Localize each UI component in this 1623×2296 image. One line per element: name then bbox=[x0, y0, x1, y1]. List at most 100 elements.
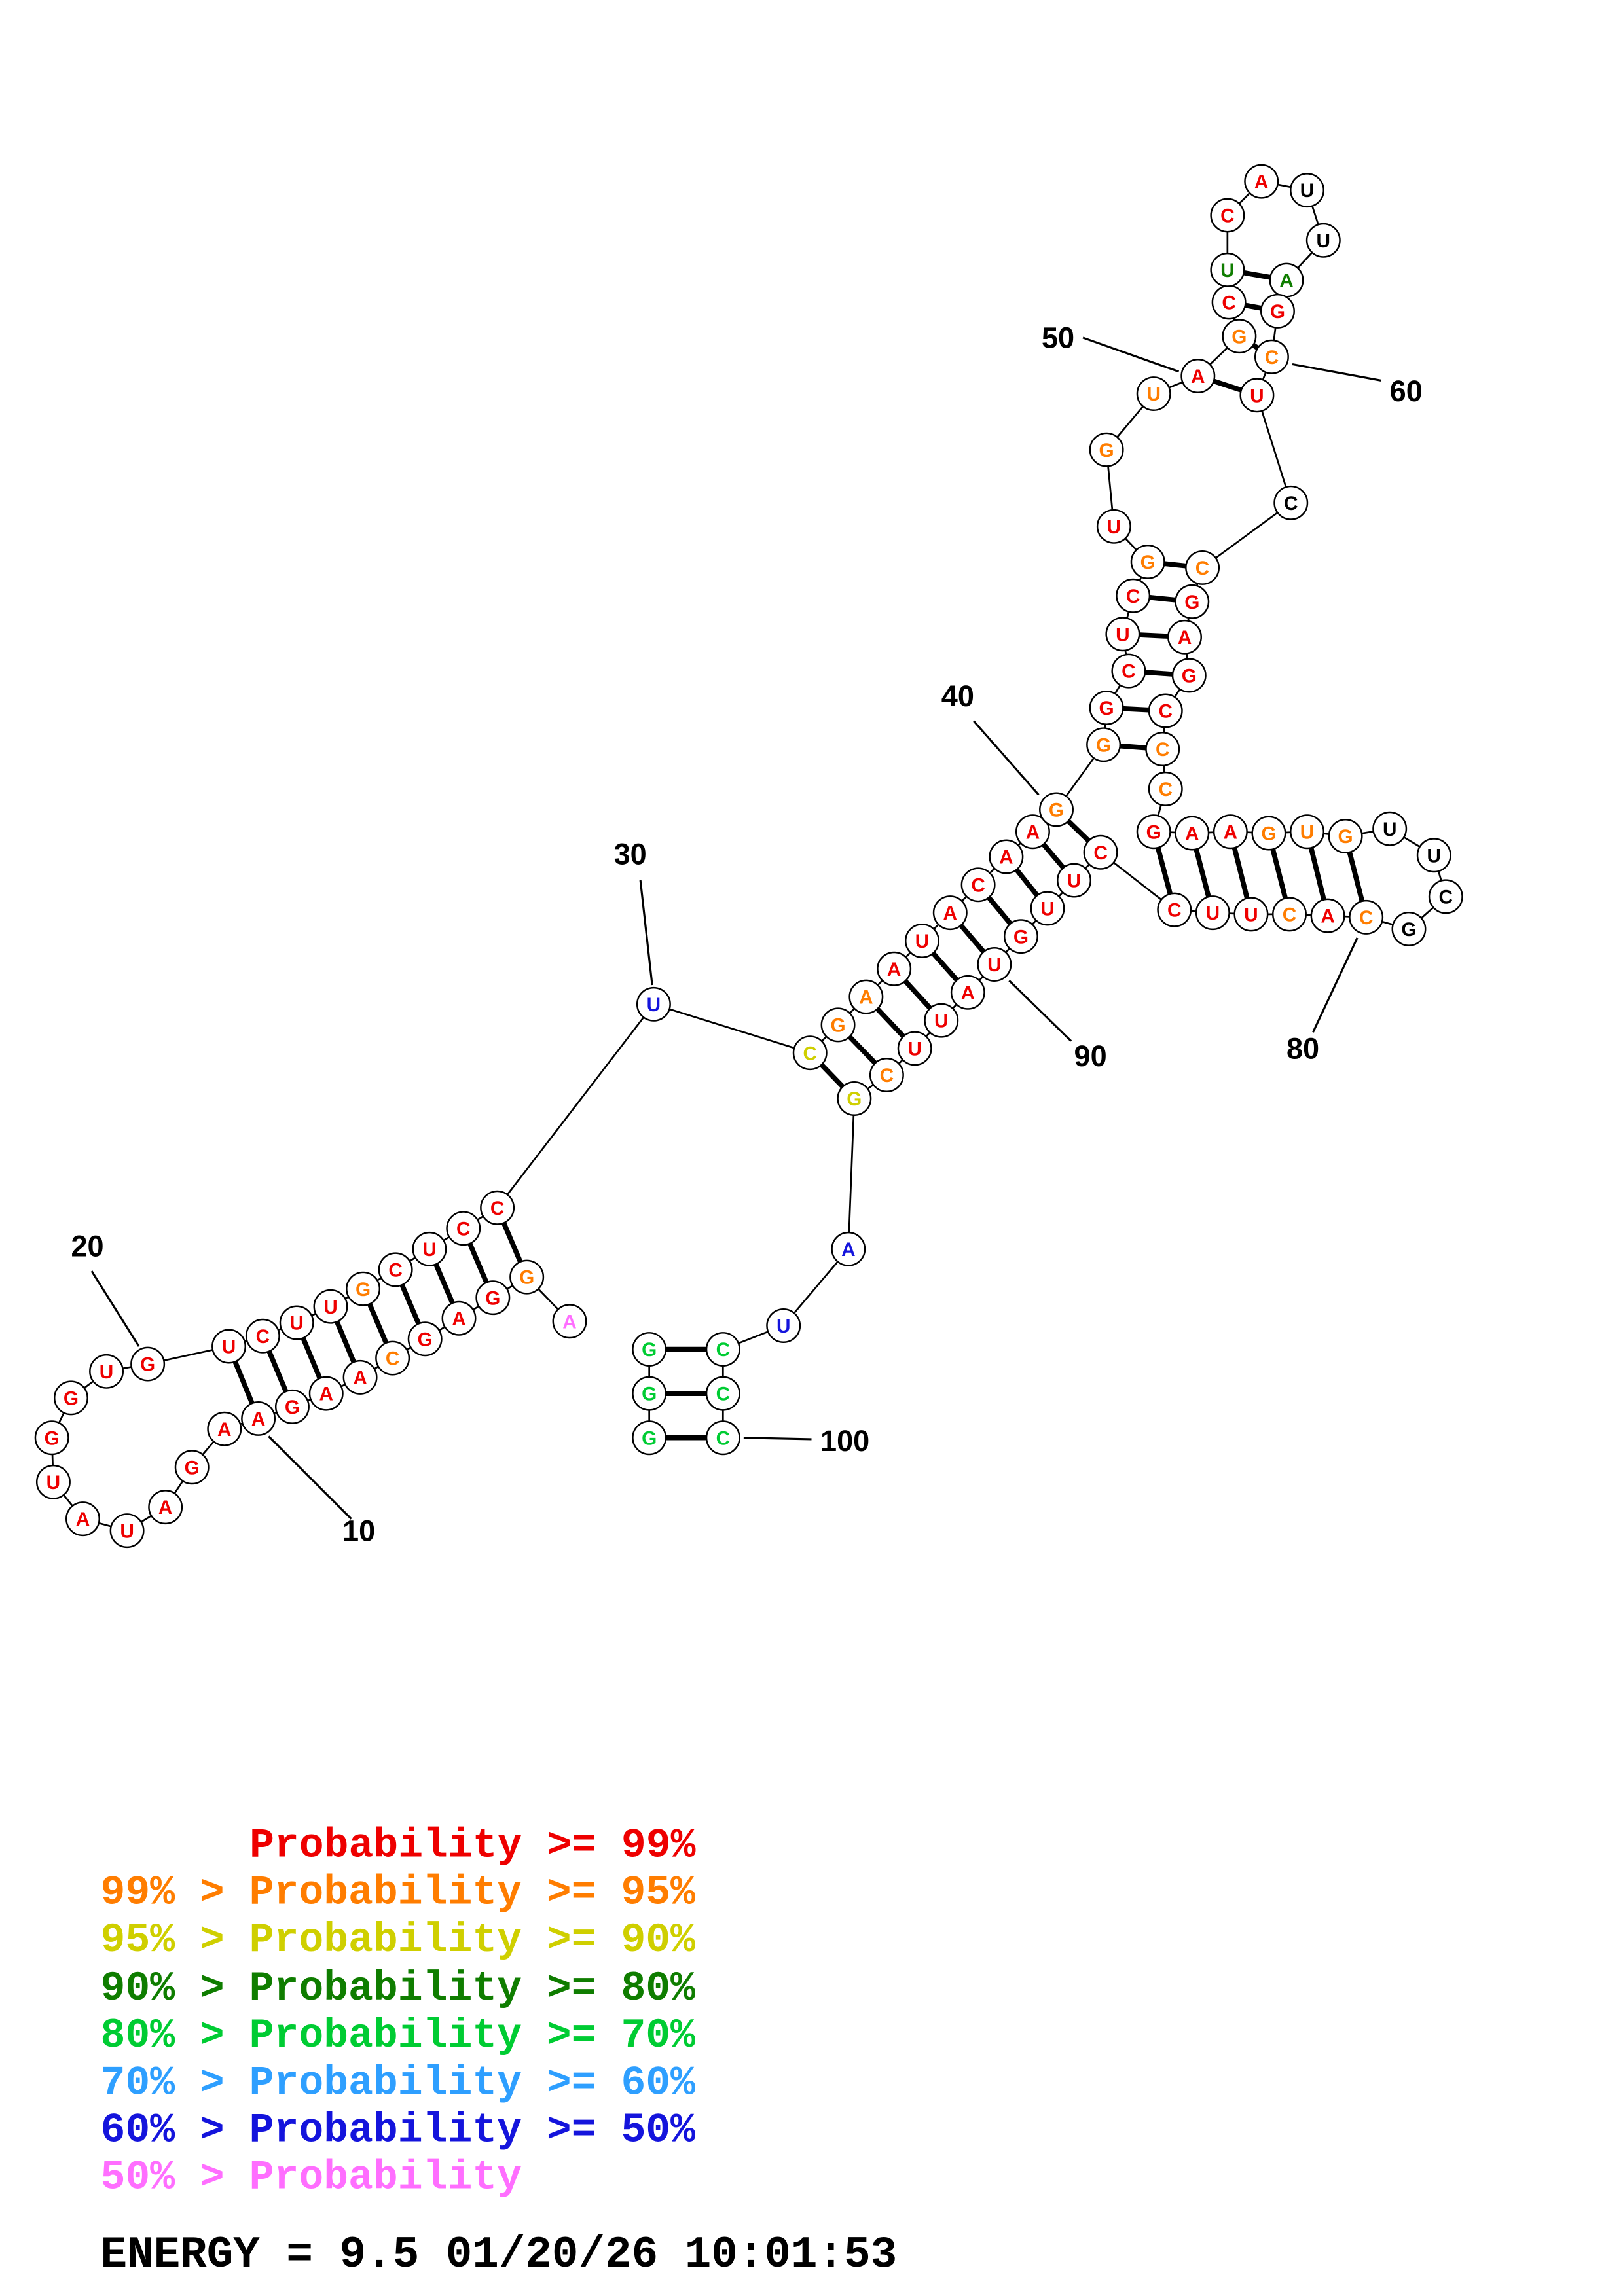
nucleotide-circle bbox=[279, 1305, 314, 1340]
nucleotide-circle bbox=[1148, 771, 1183, 806]
nucleotide-letter: G bbox=[1231, 326, 1247, 348]
nucleotide-circle bbox=[174, 1450, 210, 1485]
nucleotide-circle bbox=[636, 986, 671, 1022]
nucleotide-circle bbox=[792, 1035, 828, 1071]
nucleotide-letter: C bbox=[456, 1218, 470, 1240]
nucleotide-letter: G bbox=[140, 1354, 155, 1376]
nucleotide-letter: C bbox=[1265, 347, 1279, 368]
nucleotide-circle bbox=[1175, 584, 1210, 619]
nucleotide-letter: C bbox=[716, 1384, 730, 1405]
nucleotide-circle bbox=[1239, 378, 1275, 413]
nucleotide-circle bbox=[1213, 814, 1248, 850]
nucleotide-letter: C bbox=[1158, 779, 1172, 800]
nucleotide-letter: U bbox=[1206, 903, 1220, 924]
nucleotide-letter: U bbox=[1067, 870, 1081, 892]
nucleotide-circle bbox=[509, 1259, 545, 1295]
energy-label: ENERGY = 9.5 01/20/26 10:01:53 bbox=[101, 2231, 898, 2280]
nucleotide-circle bbox=[308, 1376, 344, 1411]
nucleotide-letter: G bbox=[185, 1457, 200, 1479]
nucleotide-letter: U bbox=[323, 1297, 337, 1318]
nucleotide-circle bbox=[1171, 658, 1207, 693]
nucleotide-letter: C bbox=[386, 1348, 399, 1370]
nucleotide-circle bbox=[34, 1420, 69, 1456]
nucleotide-circle bbox=[1039, 792, 1074, 827]
nucleotide-circle bbox=[960, 867, 996, 903]
nucleotide-letter: G bbox=[45, 1427, 60, 1449]
nucleotide-circle bbox=[869, 1058, 904, 1092]
nucleotide-circle bbox=[1116, 578, 1151, 613]
nucleotide-circle bbox=[1157, 892, 1192, 927]
nucleotide-circle bbox=[1272, 897, 1307, 932]
nucleotide-letter: A bbox=[217, 1419, 231, 1441]
nucleotide-letter: G bbox=[285, 1397, 300, 1418]
nucleotide-circle bbox=[1349, 899, 1384, 935]
nucleotide-circle bbox=[109, 1513, 145, 1549]
nucleotide-letter: G bbox=[356, 1279, 371, 1300]
nucleotide-letter: G bbox=[830, 1014, 845, 1036]
nucleotide-circle bbox=[1254, 339, 1289, 374]
nucleotide-letter: A bbox=[76, 1509, 90, 1530]
nucleotide-letter: A bbox=[961, 982, 975, 1004]
nucleotide-letter: U bbox=[1383, 819, 1396, 840]
nucleotide-letter: A bbox=[1178, 627, 1192, 649]
nucleotide-circle bbox=[1136, 814, 1171, 850]
nucleotide-circle bbox=[1111, 653, 1146, 689]
legend-line-95: 99% > Probability >= 95% bbox=[101, 1869, 696, 1916]
nucleotide-circle bbox=[831, 1231, 866, 1266]
position-labels: 10 20 30 40 50 60 80 90 100 bbox=[71, 321, 1422, 1548]
nucleotide-letter: A bbox=[887, 959, 901, 980]
position-label: 10 bbox=[342, 1514, 375, 1547]
nucleotide-circle bbox=[130, 1346, 166, 1382]
nucleotide-letter: A bbox=[943, 903, 957, 924]
nucleotide-letter: C bbox=[1195, 558, 1209, 579]
nucleotide-circle bbox=[245, 1318, 280, 1354]
backbone-segment bbox=[847, 1098, 856, 1249]
legend-line-90: 95% > Probability >= 90% bbox=[101, 1916, 696, 1964]
nucleotide-circle bbox=[207, 1411, 242, 1446]
position-label: 30 bbox=[614, 837, 647, 870]
nucleotide-circle bbox=[1328, 819, 1363, 853]
nucleotide-circle bbox=[632, 1332, 667, 1367]
nucleotide-circle bbox=[552, 1304, 587, 1339]
nucleotide-circle bbox=[1096, 509, 1131, 544]
nucleotide-letter: C bbox=[716, 1339, 730, 1361]
nucleotide-letter: U bbox=[647, 994, 661, 1016]
position-label: 80 bbox=[1286, 1032, 1319, 1066]
nucleotide-circle bbox=[89, 1354, 124, 1389]
nucleotide-circle bbox=[1210, 198, 1245, 233]
nucleotide-circle bbox=[1195, 895, 1230, 931]
position-label: 40 bbox=[941, 679, 974, 713]
nucleotide-letter: C bbox=[1222, 292, 1235, 314]
nucleotide-circle bbox=[1372, 811, 1408, 846]
nucleotide-letter: U bbox=[915, 931, 929, 952]
nucleotide-circle bbox=[1260, 293, 1295, 329]
nucleotide-letter: A bbox=[1185, 823, 1199, 845]
nucleotide-letter: G bbox=[485, 1287, 500, 1309]
nucleotide-circle bbox=[989, 839, 1024, 874]
nucleotide-circle bbox=[705, 1332, 740, 1367]
backbone-segment bbox=[1201, 502, 1292, 569]
nucleotide-letter: U bbox=[422, 1239, 436, 1261]
nucleotide-circle bbox=[1251, 816, 1286, 851]
nucleotide-circle bbox=[837, 1081, 872, 1116]
nucleotide-letter: U bbox=[100, 1361, 113, 1383]
nucleotide-circle bbox=[1083, 834, 1118, 870]
position-label: 50 bbox=[1042, 321, 1074, 355]
nucleotide-letter: U bbox=[1220, 260, 1234, 281]
nucleotide-circle bbox=[1089, 432, 1124, 467]
nucleotide-circle bbox=[1391, 911, 1427, 946]
position-label: 90 bbox=[1074, 1039, 1107, 1073]
nucleotide-letter: A bbox=[1279, 270, 1293, 292]
nucleotide-circle bbox=[1290, 173, 1324, 208]
legend-line-50: 60% > Probability >= 50% bbox=[101, 2106, 696, 2153]
nucleotide-letter: A bbox=[1191, 366, 1205, 387]
nucleotide-letter: U bbox=[1250, 385, 1264, 406]
nucleotide-letter: U bbox=[987, 954, 1001, 976]
nucleotide-circle bbox=[632, 1376, 667, 1411]
nucleotide-circle bbox=[1089, 690, 1124, 725]
nucleotide-letter: G bbox=[847, 1088, 862, 1110]
nucleotide-letter: C bbox=[803, 1043, 817, 1064]
nucleotide-letter: U bbox=[1244, 904, 1258, 925]
